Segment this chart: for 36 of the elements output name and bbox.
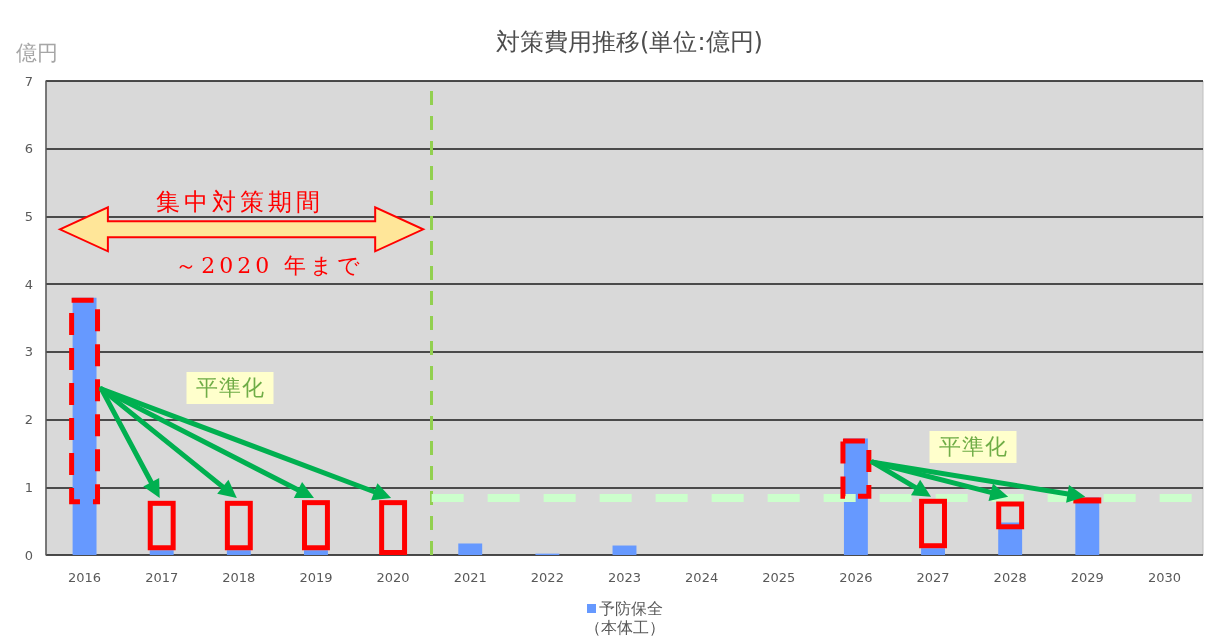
x-tick-label: 2029 [1070,570,1104,585]
x-tick-label: 2030 [1147,570,1181,585]
x-tick-label: 2019 [299,570,333,585]
x-tick-label: 2016 [68,570,102,585]
y-tick-label: 7 [24,73,33,89]
annotation: 平準化 [929,430,1017,463]
annotation: 平準化 [186,372,274,405]
x-tick-label: 2021 [453,570,487,585]
bar [458,543,483,555]
x-tick-label: 2022 [530,570,564,585]
x-tick-label: 2017 [145,570,179,585]
y-tick-label: 2 [24,412,33,428]
y-tick-label: 4 [24,276,33,292]
bar [304,550,328,555]
bar [226,550,251,555]
y-axis-title: 億円 [16,41,58,65]
y-tick-label: 3 [24,344,33,360]
x-tick-label: 2028 [993,570,1027,585]
bar [612,545,637,555]
x-tick-label: 2026 [839,570,873,585]
x-tick-label: 2020 [376,570,410,585]
y-tick-label: 6 [24,141,33,157]
y-tick-label: 1 [24,479,33,495]
x-tick-label: 2018 [222,570,256,585]
y-tick-label: 5 [24,208,33,224]
x-tick-label: 2024 [685,570,719,585]
x-tick-label: 2023 [607,570,642,585]
bar [149,550,174,555]
bar [921,548,945,555]
x-tick-label: 2027 [916,570,950,585]
annotation: ～2020 年まで [175,252,365,278]
legend-label: 予防保全（本体工） [583,599,666,637]
chart-title: 対策費用推移(単位:億円) [496,28,763,56]
y-tick-label: 0 [24,547,33,563]
annotation: 集中対策期間 [156,187,325,216]
x-tick-label: 2025 [762,570,796,585]
